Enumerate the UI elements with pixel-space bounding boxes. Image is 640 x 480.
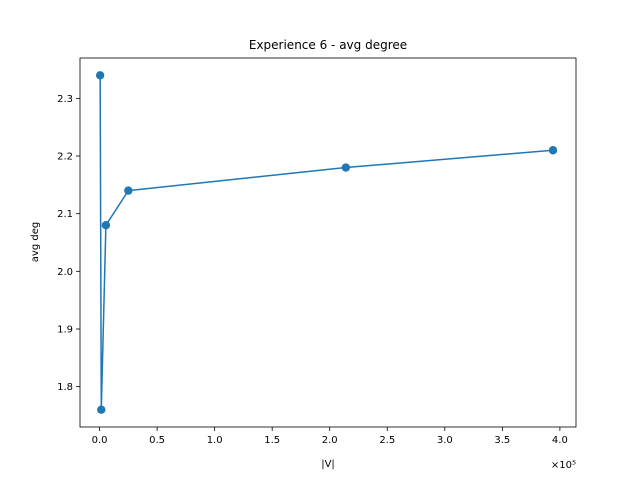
x-tick-label: 3.5 bbox=[494, 435, 510, 446]
y-tick-label: 1.9 bbox=[57, 324, 73, 335]
plot-frame bbox=[79, 57, 577, 428]
data-point bbox=[341, 163, 351, 172]
x-axis-label: |V| bbox=[321, 459, 335, 470]
y-tick-label: 2.1 bbox=[57, 209, 73, 220]
x-tick-label: 2.5 bbox=[379, 435, 395, 446]
y-tick-label: 2.3 bbox=[57, 94, 73, 105]
x-tick-label: 0.0 bbox=[92, 435, 108, 446]
y-tick-label: 1.8 bbox=[57, 382, 73, 393]
x-tick-label: 1.0 bbox=[207, 435, 223, 446]
series-line bbox=[99, 75, 554, 411]
data-point bbox=[124, 186, 133, 195]
data-point bbox=[548, 146, 558, 155]
data-point bbox=[101, 221, 111, 230]
x-tick-label: 2.0 bbox=[322, 435, 338, 446]
y-tick-label: 2.2 bbox=[57, 152, 73, 163]
x-tick-label: 3.0 bbox=[437, 435, 453, 446]
x-tick-label: 4.0 bbox=[552, 435, 568, 446]
chart-title: Experience 6 - avg degree bbox=[249, 38, 407, 52]
data-point bbox=[97, 405, 106, 414]
y-axis-label: avg deg bbox=[30, 222, 41, 262]
x-axis-offset-label: ×10⁵ bbox=[551, 460, 576, 471]
series-layer bbox=[95, 71, 558, 414]
x-tick-label: 1.5 bbox=[264, 435, 280, 446]
axis-ticks: 0.0 0.5 1.0 1.5 2.0 2.5 3.0 3.5 4.0 1.8 1.9 2.0 2.1 2… bbox=[57, 94, 568, 446]
data-point bbox=[95, 71, 105, 80]
y-tick-label: 2.0 bbox=[57, 267, 73, 278]
x-tick-label: 0.5 bbox=[149, 435, 165, 446]
plot-area bbox=[80, 58, 576, 427]
